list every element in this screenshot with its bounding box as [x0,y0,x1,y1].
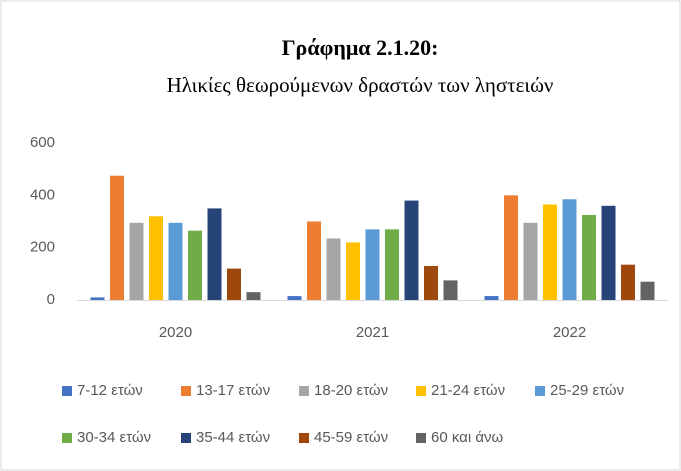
bar [227,268,241,300]
legend-label: 21-24 ετών [431,382,505,399]
y-tick-label: 400 [30,186,55,203]
y-tick-label: 600 [30,134,55,151]
bar [307,221,321,300]
chart-subtitle: Ηλικίες θεωρούμενων δραστών των ληστειών [167,73,554,97]
legend-swatch [181,433,191,443]
legend-swatch [299,433,309,443]
legend-label: 7-12 ετών [77,382,143,399]
legend-swatch [299,386,309,396]
bar [640,281,655,300]
legend-swatch [62,433,72,443]
bar [90,297,105,300]
bar [523,222,538,300]
bar [424,265,438,300]
bar [207,208,222,300]
legend-label: 45-59 ετών [314,429,388,446]
y-tick-label: 0 [47,291,55,308]
bar [149,216,163,300]
bar [365,229,380,300]
bar [582,214,596,300]
legend-swatch [181,386,191,396]
legend-swatch [62,386,72,396]
bar [404,200,419,300]
legend-label: 35-44 ετών [196,429,270,446]
legend-label: 60 και άνω [431,429,504,446]
legend-label: 25-29 ετών [550,382,624,399]
bar [168,222,183,300]
chart-title: Γράφημα 2.1.20: [282,35,439,60]
legend-label: 30-34 ετών [77,429,151,446]
x-tick-label: 2021 [356,324,389,341]
bar [346,242,360,300]
y-tick-label: 200 [30,239,55,256]
bar [385,229,399,300]
bar [562,199,577,300]
x-tick-label: 2020 [159,324,192,341]
legend-swatch [535,386,545,396]
bar [188,230,202,300]
bar [504,195,518,300]
bar [326,238,341,300]
legend-swatch [416,386,426,396]
x-tick-label: 2022 [553,324,586,341]
bar [443,280,458,300]
bar [484,296,499,300]
bar [287,296,302,300]
bar [246,292,261,300]
legend-label: 13-17 ετών [196,382,270,399]
bar [110,175,124,300]
bar [601,205,616,300]
bar [621,264,635,300]
legend-label: 18-20 ετών [314,382,388,399]
bar [129,222,144,300]
legend-swatch [416,433,426,443]
bar [543,204,557,300]
